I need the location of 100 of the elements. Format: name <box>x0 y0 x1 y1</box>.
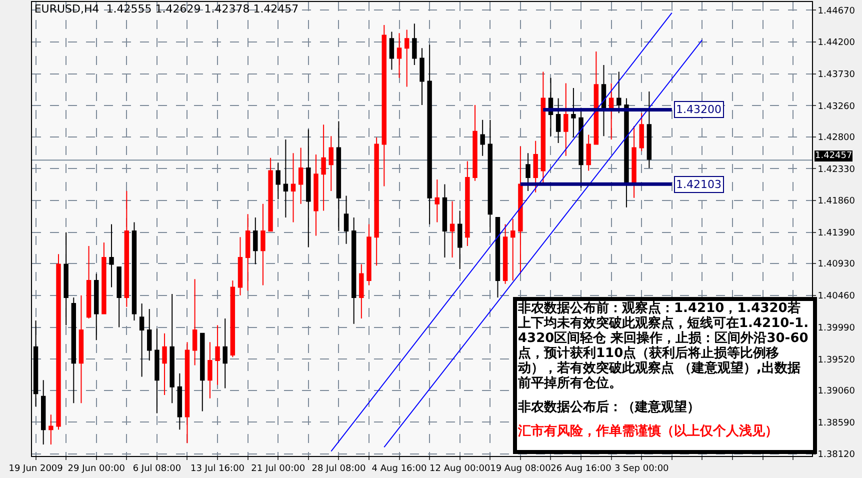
x-tick-label: 4 Aug 16:00 <box>372 464 428 474</box>
candlestick <box>162 332 167 396</box>
candlestick <box>608 82 614 140</box>
series-label: 1.42103 <box>676 178 722 191</box>
candlestick <box>646 90 652 169</box>
annotation: 汇市有风险，作单需谨慎（以上仅个人浅见） <box>518 424 779 439</box>
candlestick <box>639 112 644 152</box>
candlestick <box>139 303 144 378</box>
candlestick <box>306 128 311 248</box>
y-tick-label: 1.43730 <box>818 70 856 80</box>
annotation: 非农数据公布前：观察点：1.4210，1.4320若上下均未有效突破此观察点，短线可在1.4210-1.4320区间轻仓 来回操作，止损：区间外沿30-60点，预计获利110点（获利后将止损等比例移动），若有效突破此观察点 （建意观望）,出数据前平掉所有仓位。 <box>518 301 810 391</box>
candlestick <box>540 71 546 185</box>
x-tick-label: 13 Jul 16:00 <box>190 464 245 474</box>
candlestick <box>571 88 576 138</box>
x-tick-label: 19 Aug 08:00 <box>490 464 552 474</box>
candlestick <box>222 318 228 389</box>
candlestick <box>238 236 243 296</box>
y-tick-label: 1.39520 <box>818 355 856 366</box>
candlestick <box>86 245 92 319</box>
candlestick <box>616 71 622 114</box>
y-tick-label: 1.38590 <box>818 418 856 428</box>
candlestick <box>396 32 402 78</box>
candlestick <box>283 139 288 218</box>
candlestick <box>215 324 220 386</box>
candlestick <box>374 137 379 266</box>
candlestick <box>314 154 318 236</box>
candlestick <box>389 31 394 70</box>
candlestick <box>488 119 493 233</box>
candlestick <box>564 82 568 156</box>
candlestick <box>253 216 258 265</box>
candlestick <box>102 242 106 314</box>
candlestick <box>177 372 182 430</box>
candlestick <box>412 23 417 66</box>
candlestick <box>298 147 304 204</box>
candlestick <box>192 278 198 366</box>
candlestick <box>56 254 61 430</box>
candlestick <box>472 104 478 182</box>
candlestick <box>586 134 591 172</box>
x-tick-label: 6 Jul 08:00 <box>132 464 182 474</box>
candlestick <box>480 119 485 156</box>
candlestick <box>434 179 440 223</box>
candlestick <box>404 29 410 88</box>
candlestick <box>556 98 561 144</box>
y-tick-label: 1.43260 <box>818 102 856 112</box>
candlestick <box>276 162 280 200</box>
y-tick-label: 1.39060 <box>818 386 856 396</box>
candlestick <box>260 203 266 286</box>
candlestick <box>578 107 584 188</box>
candlestick <box>328 136 334 192</box>
candlestick <box>420 48 424 106</box>
candlestick <box>78 294 84 404</box>
candlestick <box>94 273 99 341</box>
candlestick <box>518 146 523 274</box>
candlestick <box>495 216 500 298</box>
y-tick-label: 1.38120 <box>818 450 856 460</box>
candlestick <box>351 216 356 324</box>
candlestick <box>170 294 174 404</box>
x-tick-label: 21 Jul 00:00 <box>251 464 306 474</box>
candlestick <box>147 308 152 361</box>
candlestick <box>624 98 629 208</box>
x-tick-label: 3 Sep 00:00 <box>614 464 670 474</box>
candlestick <box>458 210 462 270</box>
candlestick <box>109 224 114 288</box>
y-tick-label: 1.41390 <box>818 228 856 239</box>
y-tick-label: 1.42800 <box>818 132 856 143</box>
candlestick <box>124 190 130 308</box>
candlestick <box>533 140 538 193</box>
x-tick-label: 29 Jun 00:00 <box>68 464 126 474</box>
candlestick <box>64 232 68 326</box>
chart-title: EURUSD,H4 1.42555 1.42629 1.42378 1.42457 <box>34 2 299 16</box>
candlestick <box>290 152 296 223</box>
ref-line-label: 1.42457 <box>815 151 852 161</box>
y-tick-label: 1.44670 <box>818 6 856 16</box>
candlestick <box>245 214 250 292</box>
candlestick <box>200 332 205 412</box>
series-label: 1.43200 <box>676 103 722 116</box>
candlestick <box>442 184 448 258</box>
candlestick <box>41 380 46 445</box>
candlestick <box>184 342 190 444</box>
annotation: 非农数据公布后：（建意观望） <box>518 400 701 415</box>
candlestick <box>71 296 76 404</box>
y-tick-label: 1.40460 <box>818 292 856 302</box>
y-tick-label: 1.44200 <box>818 38 856 48</box>
y-tick-label: 1.42330 <box>818 164 856 175</box>
x-tick-label: 19 Jun 2009 <box>8 464 64 474</box>
candlestick <box>382 24 386 187</box>
candlestick <box>366 224 372 286</box>
candlestick <box>344 195 349 244</box>
candlestick <box>116 266 122 328</box>
x-tick-label: 28 Jul 08:00 <box>312 464 366 474</box>
candlestick <box>230 280 236 358</box>
y-tick-label: 1.39990 <box>818 323 856 334</box>
x-tick-label: 12 Aug 00:00 <box>430 464 490 474</box>
candlestick <box>502 224 508 284</box>
candlestick <box>594 50 599 145</box>
candlestick <box>632 126 636 198</box>
candlestick <box>268 157 273 232</box>
candlestick <box>154 328 160 414</box>
candlestick <box>601 64 606 137</box>
candlestick <box>132 222 137 321</box>
